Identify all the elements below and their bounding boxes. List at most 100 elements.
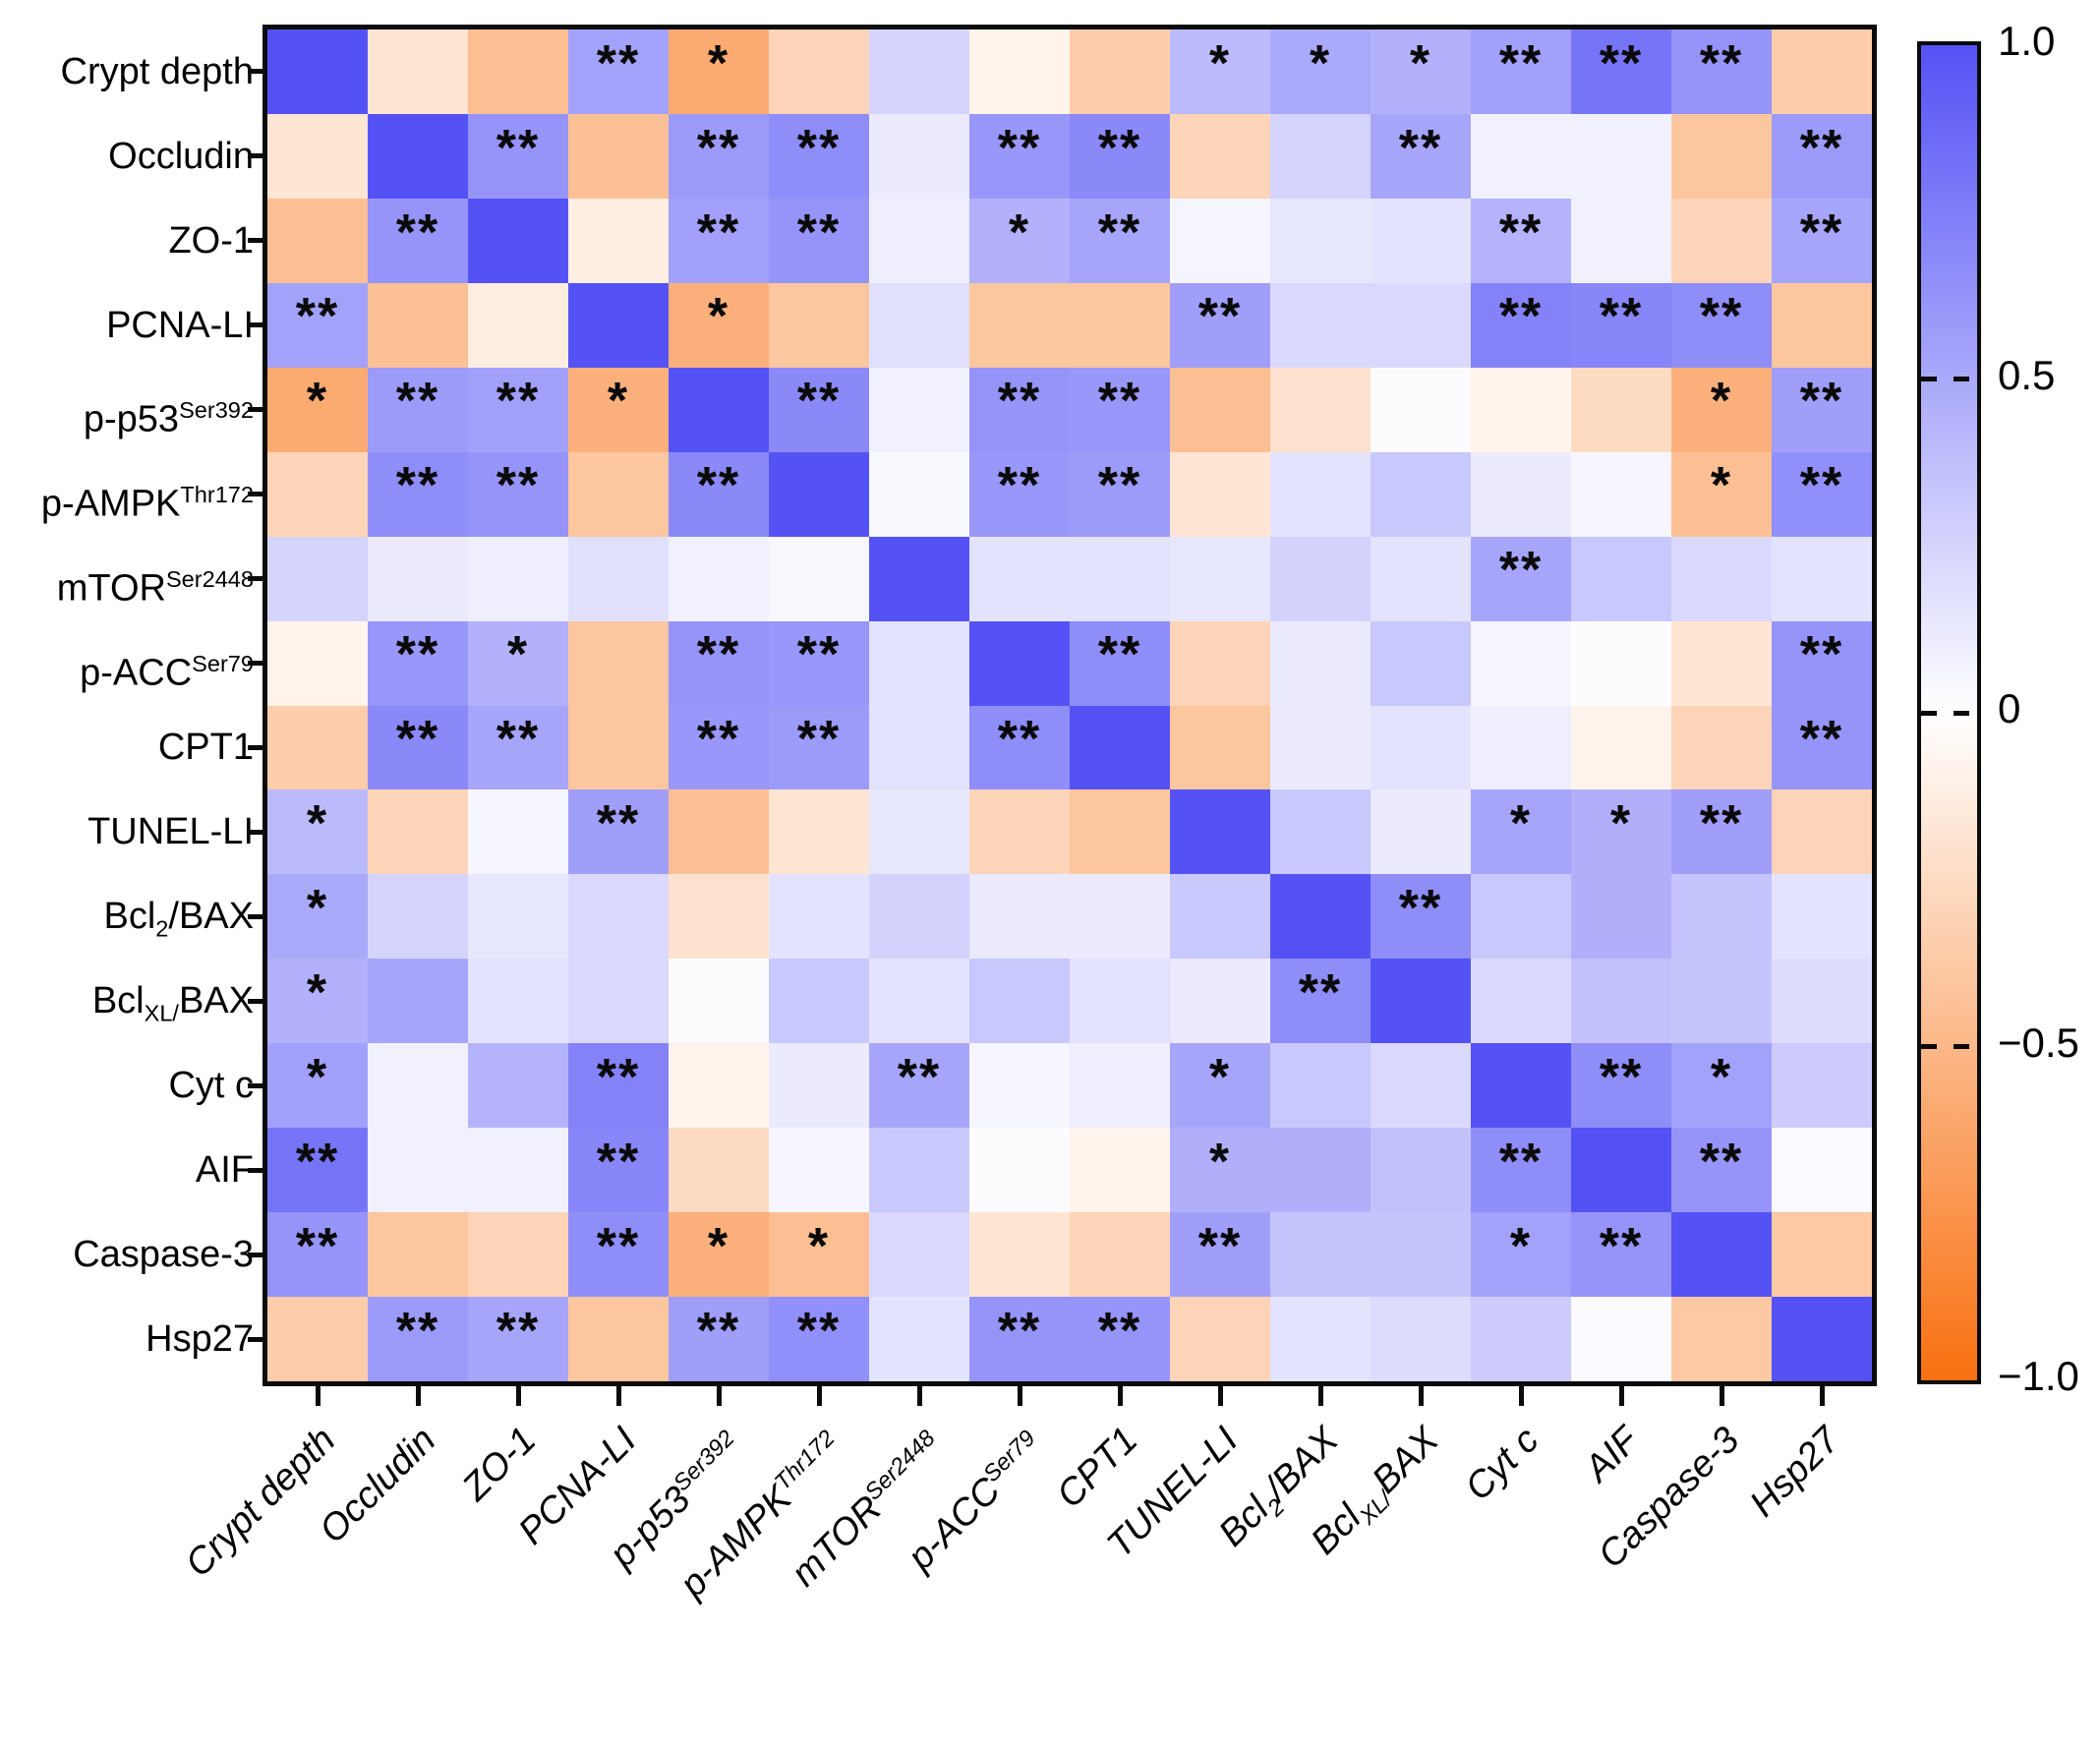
heatmap-cell: ** (568, 29, 669, 114)
heatmap-cell (568, 959, 669, 1044)
heatmap-cell: ** (669, 198, 769, 283)
heatmap-cell (1070, 282, 1170, 368)
colorbar-tick (1921, 1044, 1937, 1049)
heatmap-cell (969, 620, 1070, 706)
heatmap-cell: ** (669, 620, 769, 706)
heatmap-cell (869, 113, 969, 199)
heatmap-cell: ** (1571, 282, 1671, 368)
significance-marker: ** (496, 1302, 541, 1360)
heatmap-cell: ** (568, 789, 669, 875)
heatmap-cell (669, 874, 769, 960)
heatmap-cell: ** (869, 1043, 969, 1129)
heatmap-cell (1270, 1212, 1371, 1298)
heatmap-cell: ** (1471, 29, 1571, 114)
heatmap-cell (869, 1297, 969, 1381)
significance-marker: ** (796, 373, 842, 431)
significance-marker: ** (1799, 457, 1844, 515)
significance-marker: ** (997, 373, 1042, 431)
colorbar-tick-label: 0 (1998, 685, 2021, 731)
heatmap-cell (1571, 705, 1671, 790)
heatmap-cell: ** (1070, 1297, 1170, 1381)
heatmap-cell (969, 282, 1070, 368)
x-axis-tick (1317, 1386, 1323, 1406)
heatmap-cell (1070, 536, 1170, 621)
heatmap-cell: ** (368, 367, 468, 452)
heatmap-cell (769, 282, 869, 368)
heatmap-cell (1772, 1212, 1872, 1298)
heatmap-cell (1671, 959, 1772, 1044)
significance-marker: ** (295, 1133, 340, 1191)
significance-marker: ** (1799, 626, 1844, 684)
heatmap-cell: * (1571, 789, 1671, 875)
heatmap-cell: ** (769, 198, 869, 283)
heatmap-cell (1371, 451, 1471, 537)
heatmap-cell: ** (1772, 198, 1872, 283)
significance-marker: ** (1097, 626, 1142, 684)
heatmap-cell (267, 1297, 368, 1381)
heatmap-cell (769, 1128, 869, 1213)
heatmap-cell (1471, 451, 1571, 537)
heatmap-cell: ** (368, 198, 468, 283)
heatmap-cell (368, 113, 468, 199)
heatmap-cell: * (267, 874, 368, 960)
heatmap-cell: ** (1772, 451, 1872, 537)
heatmap-cell: * (1471, 789, 1571, 875)
heatmap-cell (669, 789, 769, 875)
heatmap-cell (368, 536, 468, 621)
heatmap-cell (1671, 620, 1772, 706)
significance-marker: ** (1699, 288, 1744, 346)
heatmap-cell (1772, 282, 1872, 368)
x-axis-tick (615, 1386, 621, 1406)
heatmap-cell (969, 874, 1070, 960)
heatmap-cell (1170, 113, 1270, 199)
y-axis-tick (248, 1336, 265, 1342)
heatmap-cell (869, 282, 969, 368)
heatmap-cell (1772, 959, 1872, 1044)
heatmap-cell: ** (568, 1043, 669, 1129)
significance-marker: ** (997, 1302, 1042, 1360)
heatmap-cell: ** (1170, 282, 1270, 368)
heatmap-cell (1772, 1043, 1872, 1129)
heatmap-cell: ** (1772, 620, 1872, 706)
significance-marker: * (1208, 1133, 1232, 1191)
heatmap-cell: ** (468, 1297, 568, 1381)
heatmap-cell: ** (1471, 1128, 1571, 1213)
significance-marker: ** (1498, 542, 1544, 600)
heatmap-cell: * (969, 198, 1070, 283)
significance-marker: * (707, 1217, 730, 1275)
y-axis-tick (248, 744, 265, 750)
significance-marker: * (1710, 1048, 1733, 1106)
x-axis-tick (1518, 1386, 1524, 1406)
heatmap-cell (1170, 789, 1270, 875)
heatmap-cell (969, 536, 1070, 621)
heatmap-cell (568, 874, 669, 960)
heatmap-cell (1671, 536, 1772, 621)
significance-marker: ** (1197, 1217, 1243, 1275)
heatmap-cell: ** (669, 1297, 769, 1381)
significance-marker: * (1710, 373, 1733, 431)
heatmap-cell (1270, 874, 1371, 960)
heatmap-cell (568, 705, 669, 790)
heatmap-cell (669, 959, 769, 1044)
heatmap-cell (368, 789, 468, 875)
heatmap-cell (1170, 536, 1270, 621)
y-axis-tick (248, 238, 265, 244)
heatmap-cell (1371, 620, 1471, 706)
significance-marker: ** (596, 34, 641, 92)
y-axis-tick (248, 492, 265, 497)
heatmap-cell: ** (1571, 1212, 1671, 1298)
significance-marker: ** (395, 204, 440, 262)
heatmap-cell (1371, 282, 1471, 368)
heatmap-cell (368, 874, 468, 960)
significance-marker: * (1409, 34, 1432, 92)
significance-marker: ** (1498, 34, 1544, 92)
y-axis-label: BclXL/BAX (91, 980, 254, 1026)
heatmap-cell: * (769, 1212, 869, 1298)
heatmap-cell: ** (769, 367, 869, 452)
heatmap-cell (568, 282, 669, 368)
colorbar-tick (1954, 1044, 1969, 1049)
heatmap-cell (1772, 1297, 1872, 1381)
heatmap-cell: ** (969, 451, 1070, 537)
heatmap-cell (267, 705, 368, 790)
heatmap-cell: ** (1371, 113, 1471, 199)
